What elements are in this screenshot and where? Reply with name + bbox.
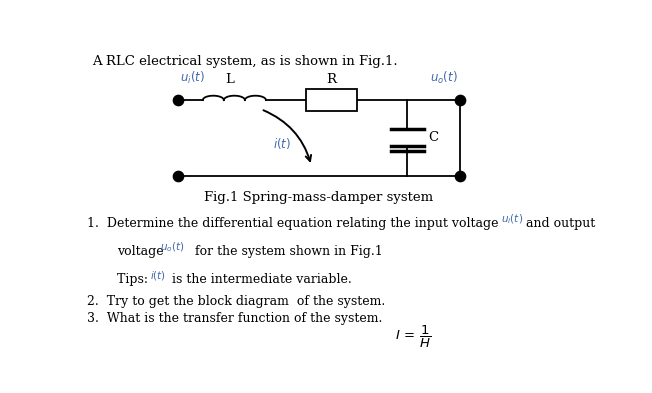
Text: is the intermediate variable.: is the intermediate variable. xyxy=(172,273,352,286)
Text: $u_o(t)$: $u_o(t)$ xyxy=(160,241,185,254)
Text: $i(t)$: $i(t)$ xyxy=(273,136,291,151)
FancyBboxPatch shape xyxy=(306,89,357,112)
Text: $u_o(t)$: $u_o(t)$ xyxy=(430,70,458,86)
Text: and output: and output xyxy=(526,217,595,230)
Text: $i(t)$: $i(t)$ xyxy=(150,269,166,282)
Text: $u_i(t)$: $u_i(t)$ xyxy=(501,212,523,226)
Point xyxy=(455,173,466,179)
Text: 2.  Try to get the block diagram  of the system.: 2. Try to get the block diagram of the s… xyxy=(87,295,385,308)
Text: $u_i(t)$: $u_i(t)$ xyxy=(180,70,205,86)
Text: voltage: voltage xyxy=(117,245,164,258)
Text: 3.  What is the transfer function of the system.: 3. What is the transfer function of the … xyxy=(87,312,382,325)
Text: Tips:: Tips: xyxy=(117,273,152,286)
Point xyxy=(172,173,183,179)
Text: 1.  Determine the differential equation relating the input voltage: 1. Determine the differential equation r… xyxy=(87,217,498,230)
Text: Fig.1 Spring-mass-damper system: Fig.1 Spring-mass-damper system xyxy=(205,191,434,204)
Text: R: R xyxy=(327,73,336,86)
Text: C: C xyxy=(428,131,439,145)
Text: for the system shown in Fig.1: for the system shown in Fig.1 xyxy=(195,245,383,258)
Point xyxy=(172,97,183,103)
Text: $I\,=\,\dfrac{1}{H}$: $I\,=\,\dfrac{1}{H}$ xyxy=(395,324,431,350)
Text: L: L xyxy=(226,73,234,86)
Point xyxy=(455,97,466,103)
Text: A RLC electrical system, as is shown in Fig.1.: A RLC electrical system, as is shown in … xyxy=(91,55,397,68)
